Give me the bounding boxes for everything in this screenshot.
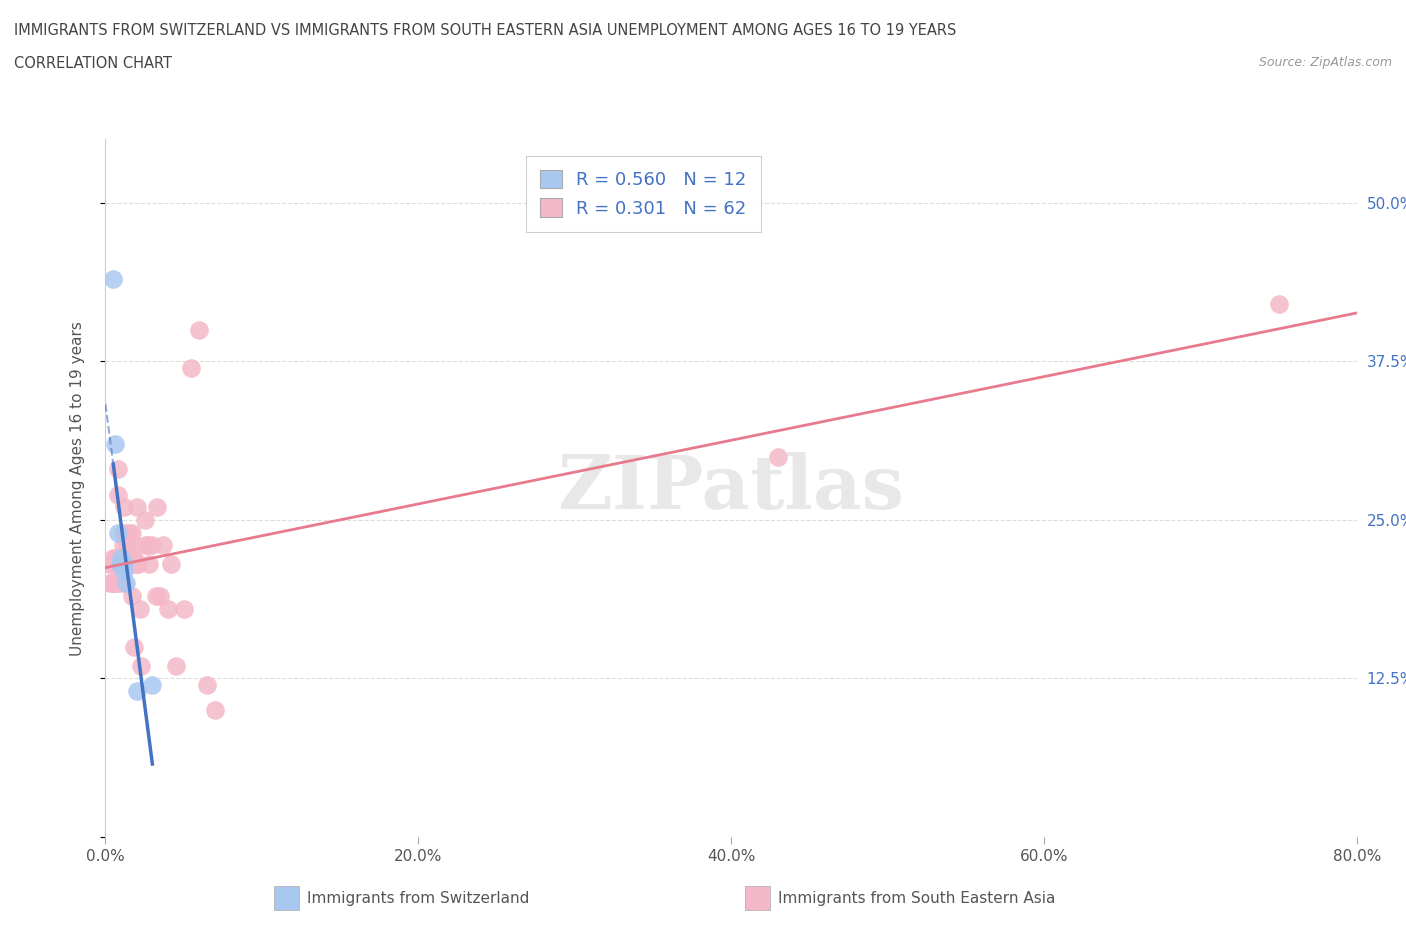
Point	[107, 487, 129, 502]
Point	[125, 557, 148, 572]
Point	[97, 557, 120, 572]
Point	[100, 557, 122, 572]
Point	[188, 323, 211, 338]
Point	[108, 576, 131, 591]
Point	[141, 538, 163, 552]
Point	[100, 576, 122, 591]
Point	[110, 557, 132, 572]
Point	[121, 589, 143, 604]
Point	[117, 557, 139, 572]
Legend: R = 0.560   N = 12, R = 0.301   N = 62: R = 0.560 N = 12, R = 0.301 N = 62	[526, 155, 761, 232]
Point	[125, 499, 148, 514]
Point	[136, 538, 159, 552]
Point	[117, 538, 139, 552]
Point	[145, 589, 167, 604]
Point	[125, 684, 148, 698]
Point	[110, 551, 132, 565]
Point	[124, 538, 146, 552]
Point	[103, 576, 125, 591]
Text: ZIPatlas: ZIPatlas	[558, 452, 904, 525]
Point	[122, 551, 145, 565]
Point	[118, 557, 141, 572]
Text: CORRELATION CHART: CORRELATION CHART	[14, 56, 172, 71]
Point	[114, 557, 136, 572]
Point	[104, 557, 127, 572]
Point	[103, 272, 125, 286]
Point	[112, 499, 135, 514]
Point	[157, 602, 180, 617]
Point	[195, 677, 218, 692]
Point	[112, 564, 135, 578]
Point	[180, 360, 202, 375]
Point	[110, 551, 132, 565]
Point	[766, 449, 789, 464]
Point	[112, 557, 135, 572]
Point	[122, 557, 145, 572]
Point	[141, 677, 163, 692]
Point	[165, 658, 187, 673]
Point	[146, 499, 169, 514]
Point	[110, 557, 132, 572]
Point	[108, 557, 131, 572]
Text: Immigrants from Switzerland: Immigrants from Switzerland	[307, 891, 529, 906]
Point	[114, 576, 136, 591]
Point	[120, 557, 142, 572]
Point	[104, 576, 127, 591]
Point	[111, 538, 134, 552]
Point	[104, 436, 127, 451]
Point	[160, 557, 183, 572]
Text: Source: ZipAtlas.com: Source: ZipAtlas.com	[1258, 56, 1392, 69]
Point	[107, 557, 129, 572]
Y-axis label: Unemployment Among Ages 16 to 19 years: Unemployment Among Ages 16 to 19 years	[70, 321, 84, 656]
Point	[112, 557, 135, 572]
Point	[104, 551, 127, 565]
Point	[108, 557, 131, 572]
Point	[204, 703, 226, 718]
Point	[128, 602, 150, 617]
Point	[118, 525, 141, 540]
Point	[1267, 297, 1289, 312]
Point	[134, 512, 156, 527]
Point	[105, 576, 128, 591]
Point	[107, 525, 129, 540]
Point	[122, 639, 145, 654]
Point	[111, 557, 134, 572]
Point	[135, 538, 157, 552]
Point	[131, 658, 153, 673]
Point	[138, 557, 160, 572]
Point	[120, 551, 142, 565]
Point	[112, 576, 135, 591]
Point	[98, 576, 121, 591]
Point	[111, 525, 134, 540]
Point	[105, 557, 128, 572]
Text: IMMIGRANTS FROM SWITZERLAND VS IMMIGRANTS FROM SOUTH EASTERN ASIA UNEMPLOYMENT A: IMMIGRANTS FROM SWITZERLAND VS IMMIGRANT…	[14, 23, 956, 38]
Point	[152, 538, 174, 552]
Point	[107, 462, 129, 477]
Point	[149, 589, 172, 604]
Point	[121, 525, 143, 540]
Point	[103, 557, 125, 572]
Point	[114, 525, 136, 540]
Text: Immigrants from South Eastern Asia: Immigrants from South Eastern Asia	[778, 891, 1054, 906]
Point	[173, 602, 195, 617]
Point	[127, 557, 149, 572]
Point	[103, 551, 125, 565]
